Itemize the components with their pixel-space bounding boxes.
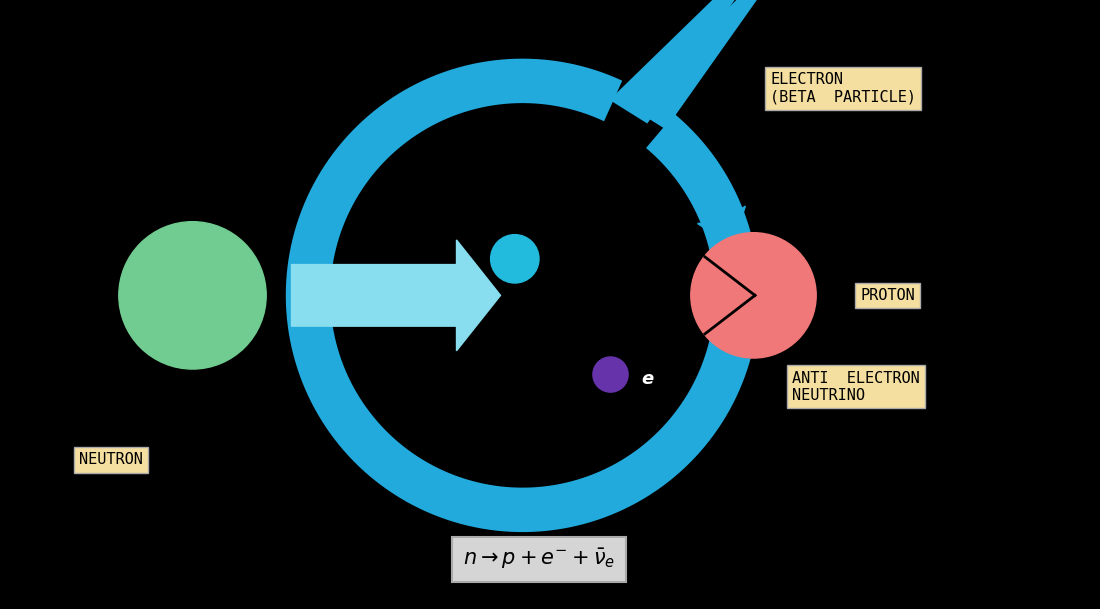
Text: ANTI  ELECTRON
NEUTRINO: ANTI ELECTRON NEUTRINO bbox=[792, 370, 920, 403]
Text: PROTON: PROTON bbox=[860, 288, 915, 303]
Ellipse shape bbox=[355, 128, 690, 463]
Polygon shape bbox=[697, 206, 746, 246]
Text: ELECTRON
(BETA  PARTICLE): ELECTRON (BETA PARTICLE) bbox=[770, 72, 916, 105]
Ellipse shape bbox=[691, 233, 816, 358]
Ellipse shape bbox=[491, 234, 539, 283]
Text: $n \rightarrow p + e^{-} + \bar{\nu}_e$: $n \rightarrow p + e^{-} + \bar{\nu}_e$ bbox=[463, 547, 615, 571]
Polygon shape bbox=[629, 0, 781, 128]
Ellipse shape bbox=[119, 222, 266, 369]
Polygon shape bbox=[376, 457, 430, 502]
Polygon shape bbox=[292, 240, 500, 351]
Text: NEUTRON: NEUTRON bbox=[79, 452, 143, 467]
Ellipse shape bbox=[593, 357, 628, 392]
Text: e: e bbox=[641, 370, 653, 389]
Polygon shape bbox=[610, 0, 763, 122]
